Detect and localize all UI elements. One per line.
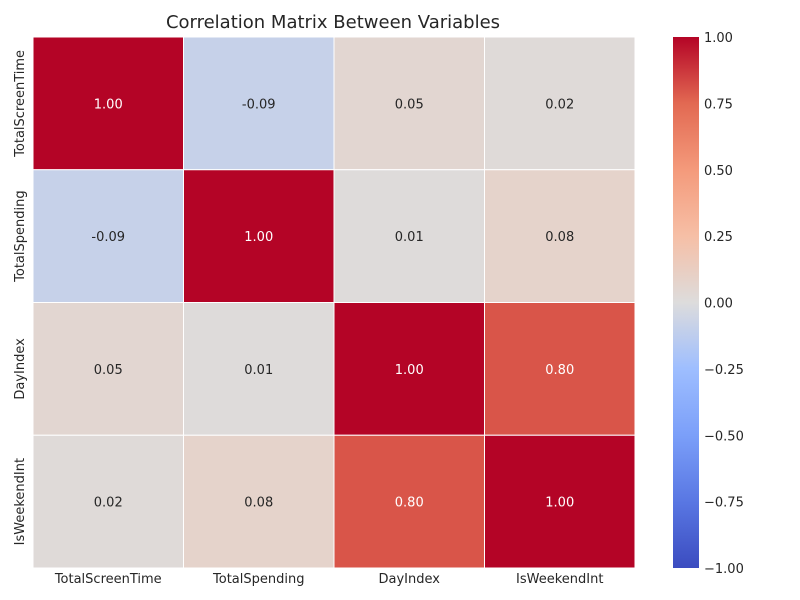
heatmap-cell-value-label: 0.05: [94, 363, 123, 378]
heatmap-cell: [484, 36, 636, 171]
colorbar-tick-label: 1.00: [704, 31, 733, 46]
heatmap-cells: 1.00 -0.09 0.05 0.02 -0.09 1.00 0.01 0.08 0.05 0.…: [32, 36, 636, 569]
heatmap-cell-value-label: 1.00: [94, 97, 123, 112]
heatmap-cell: [183, 302, 335, 436]
colorbar-tick-label: −0.75: [704, 496, 744, 511]
x-axis-tick-labels: TotalScreenTime TotalSpending DayIndex IsWe…: [54, 572, 604, 587]
heatmap-cell-value-label: 0.05: [395, 97, 424, 112]
heatmap-cell-value-label: -0.09: [242, 97, 276, 112]
colorbar-tick-label: −0.25: [704, 363, 744, 378]
heatmap-cell-value-label: 1.00: [395, 363, 424, 378]
heatmap-cell-value-label: 0.08: [244, 496, 273, 511]
heatmap-cell: [32, 169, 184, 303]
heatmap-cell-value-label: 0.02: [545, 97, 574, 112]
heatmap-cell: [484, 302, 636, 436]
heatmap-cell-value-label: 1.00: [545, 496, 574, 511]
heatmap-cell-value-label: 0.01: [395, 230, 424, 245]
x-tick-label: TotalScreenTime: [54, 572, 162, 587]
x-tick-label: TotalSpending: [212, 572, 304, 587]
heatmap-cell: [183, 434, 335, 569]
heatmap-cell-value-label: 0.08: [545, 230, 574, 245]
heatmap-cell-value-label: 0.02: [94, 496, 123, 511]
y-tick-label: TotalScreenTime: [13, 50, 28, 158]
x-tick-label: DayIndex: [379, 572, 441, 587]
heatmap-cell-value-label: -0.09: [91, 230, 125, 245]
heatmap-cell-value-label: 1.00: [244, 230, 273, 245]
colorbar-tick-label: 0.00: [704, 297, 733, 312]
colorbar: 1.00 0.75 0.50 0.25 0.00 −0.25 −0.50 −0.75 −1.00: [673, 31, 744, 577]
colorbar-tick-label: −0.50: [704, 429, 744, 444]
heatmap-cell: [484, 169, 636, 303]
heatmap-cell: [183, 169, 335, 303]
colorbar-tick-labels: 1.00 0.75 0.50 0.25 0.00 −0.25 −0.50 −0.75 −1.00: [704, 31, 744, 577]
y-axis-tick-labels: TotalScreenTime TotalSpending DayIndex IsWe…: [13, 50, 28, 545]
colorbar-tick-label: 0.50: [704, 164, 733, 179]
colorbar-tick-label: 0.25: [704, 230, 733, 245]
colorbar-gradient: [673, 37, 699, 568]
heatmap-cell-value-label: 0.01: [244, 363, 273, 378]
y-tick-label: IsWeekendInt: [13, 458, 28, 545]
y-tick-label: DayIndex: [13, 338, 28, 400]
chart-title: Correlation Matrix Between Variables: [166, 12, 500, 33]
colorbar-tick-label: −1.00: [704, 562, 744, 577]
heatmap-cell: [484, 434, 636, 569]
heatmap-cell: [333, 434, 485, 569]
heatmap-cell-value-label: 0.80: [545, 363, 574, 378]
heatmap-cell: [32, 36, 184, 171]
heatmap-cell: [333, 36, 485, 171]
y-tick-label: TotalSpending: [13, 190, 28, 282]
heatmap-cell: [32, 434, 184, 569]
x-tick-label: IsWeekendInt: [516, 572, 603, 587]
heatmap-cell: [183, 36, 335, 171]
heatmap-cell-value-label: 0.80: [395, 496, 424, 511]
colorbar-tick-label: 0.75: [704, 97, 733, 112]
